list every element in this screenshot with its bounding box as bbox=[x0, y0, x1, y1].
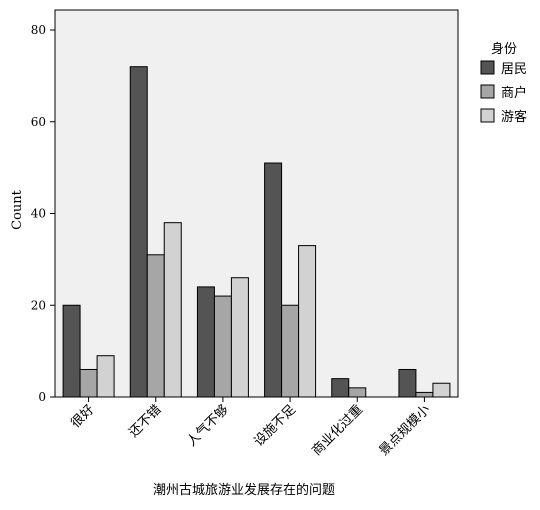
y-tick-label: 80 bbox=[31, 23, 46, 37]
bar-2-2 bbox=[230, 277, 249, 398]
legend-swatch bbox=[480, 60, 495, 75]
y-tick-label: 0 bbox=[38, 390, 46, 404]
bar-0-2 bbox=[96, 355, 115, 398]
x-tick-label: 还不错 bbox=[126, 402, 164, 440]
bar-1-0 bbox=[129, 66, 148, 398]
x-tick-label: 很好 bbox=[68, 402, 97, 431]
x-tick-label: 商业化过重 bbox=[309, 402, 366, 459]
y-tick-label: 20 bbox=[31, 298, 46, 312]
y-axis: 0 20 40 60 80 bbox=[31, 23, 55, 404]
bar-4-0 bbox=[331, 378, 350, 398]
bar-3-1 bbox=[281, 304, 300, 398]
legend-label: 游客 bbox=[501, 109, 527, 125]
legend-label: 居民 bbox=[501, 62, 527, 77]
bar-3-2 bbox=[298, 245, 317, 398]
legend-label: 商户 bbox=[501, 85, 527, 101]
legend-swatch bbox=[480, 84, 495, 99]
bar-2-0 bbox=[196, 286, 215, 398]
y-tick-label: 40 bbox=[31, 207, 46, 221]
legend-swatch bbox=[480, 108, 495, 123]
y-tick-label: 60 bbox=[31, 115, 46, 129]
bar-2-1 bbox=[213, 295, 232, 398]
x-tick-label: 景点规模小 bbox=[377, 402, 434, 459]
x-tick-label: 人气不够 bbox=[184, 402, 232, 450]
bar-0-1 bbox=[79, 368, 98, 398]
bar-0-0 bbox=[62, 304, 81, 398]
bar-4-1 bbox=[348, 387, 367, 398]
bar-1-2 bbox=[163, 222, 182, 398]
bar-3-0 bbox=[264, 162, 283, 398]
legend-title: 身份 bbox=[491, 41, 517, 57]
y-axis-title: Count bbox=[10, 189, 25, 230]
x-tick-label: 设施不足 bbox=[252, 402, 299, 449]
bar-5-0 bbox=[398, 368, 417, 398]
x-axis: 很好 还不错 人气不够 设施不足 商业化过重 景点规模小 bbox=[68, 397, 433, 459]
bar-1-1 bbox=[146, 254, 165, 398]
bar-5-1 bbox=[415, 391, 434, 398]
plot-area bbox=[54, 9, 459, 398]
bars bbox=[62, 66, 451, 398]
x-axis-title: 潮州古城旅游业发展存在的问题 bbox=[153, 482, 335, 498]
bar-5-2 bbox=[432, 382, 451, 398]
